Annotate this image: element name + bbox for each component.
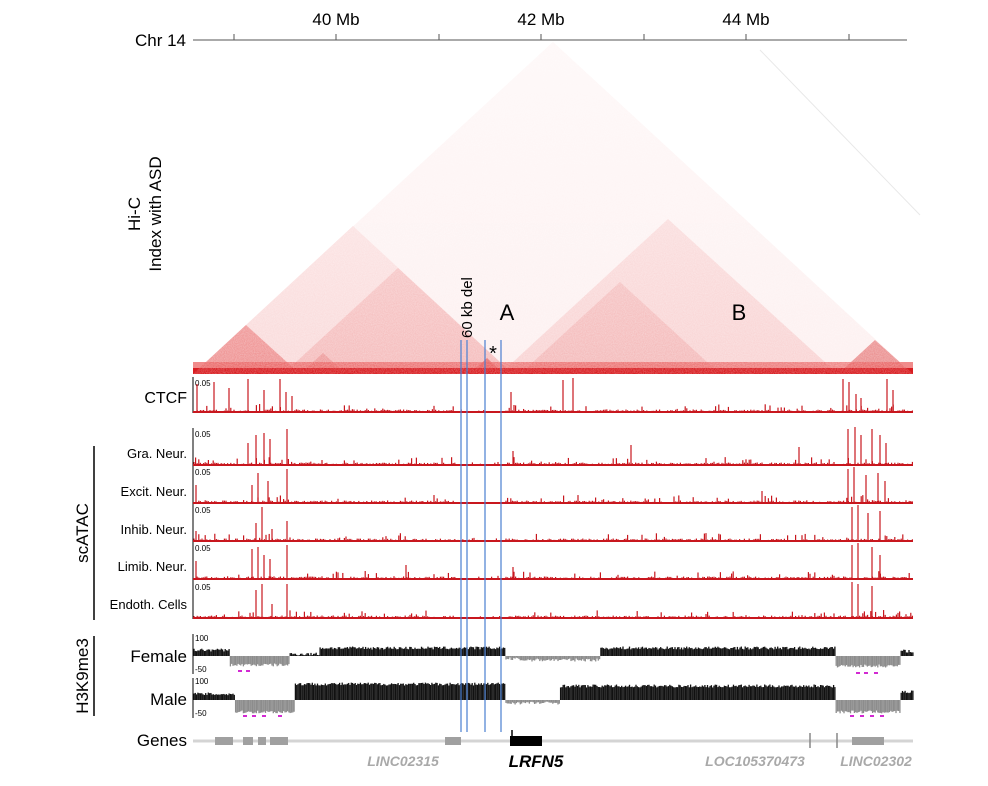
- h3k9me3-group: H3K9me3 Female Male 100 -50 100 -50: [73, 634, 914, 718]
- h3k9me3-track-label: Female: [130, 647, 187, 666]
- h3k9me3-group-label: H3K9me3: [73, 638, 92, 714]
- magenta-mark: [880, 715, 884, 717]
- chromosome-axis: Chr 14 40 Mb 42 Mb 44 Mb: [135, 10, 907, 50]
- hic-label: Hi-C Index with ASD: [125, 156, 165, 271]
- domain-a-label: A: [500, 300, 515, 325]
- h3k9me3-signal-male: [193, 682, 914, 717]
- h3k9me3-signal-female: [193, 646, 914, 674]
- scatac-scale: 0.05: [195, 506, 211, 515]
- genes-track: Genes LINC02315 LRFN5 LOC105370473 LINC0…: [137, 730, 913, 771]
- scatac-group: scATAC Gra. Neur. Excit. Neur. Inhib. Ne…: [73, 427, 914, 620]
- chromosome-label: Chr 14: [135, 31, 186, 50]
- magenta-mark: [874, 672, 878, 674]
- scatac-peaks: [193, 427, 914, 465]
- scatac-scale: 0.05: [195, 430, 211, 439]
- star-annotation: *: [489, 343, 497, 365]
- scatac-peaks: [193, 505, 914, 541]
- magenta-mark: [252, 715, 256, 717]
- scatac-track-label: Limib. Neur.: [118, 559, 187, 574]
- scatac-track-label: Inhib. Neur.: [121, 522, 188, 537]
- gene-name-lrfn5: LRFN5: [509, 752, 564, 771]
- magenta-mark: [870, 715, 874, 717]
- scatac-scale: 0.05: [195, 468, 211, 477]
- scatac-track-label: Endoth. Cells: [110, 597, 188, 612]
- genes-label: Genes: [137, 731, 187, 750]
- scatac-group-label: scATAC: [73, 503, 92, 563]
- scatac-scale: 0.05: [195, 544, 211, 553]
- h3k9me3-scale-top: 100: [195, 677, 209, 686]
- scatac-baselines: [193, 464, 913, 619]
- deletion-boundary-lines: [460, 340, 502, 732]
- gene-name: LOC105370473: [705, 753, 805, 769]
- h3k9me3-scale-top: 100: [195, 634, 209, 643]
- magenta-mark: [243, 715, 247, 717]
- h3k9me3-scale-bottom: -50: [195, 709, 207, 718]
- magenta-mark: [850, 715, 854, 717]
- magenta-mark: [278, 715, 282, 717]
- ctcf-label: CTCF: [144, 390, 187, 407]
- deletion-label: 60 kb del: [459, 277, 476, 338]
- axis-tick-label: 44 Mb: [722, 10, 769, 29]
- scatac-peaks: [193, 467, 914, 503]
- scatac-peaks: [193, 543, 914, 579]
- gene-name: LINC02315: [367, 753, 439, 769]
- ctcf-track: CTCF 0.05: [144, 377, 914, 413]
- axis-tick-label: 40 Mb: [312, 10, 359, 29]
- scatac-track-label: Excit. Neur.: [121, 484, 187, 499]
- scatac-track-label: Gra. Neur.: [127, 446, 187, 461]
- hic-heatmap: [193, 42, 921, 374]
- hic-label-line1: Hi-C: [125, 197, 144, 231]
- magenta-mark: [864, 672, 868, 674]
- domain-b-label: B: [732, 300, 747, 325]
- h3k9me3-scale-bottom: -50: [195, 665, 207, 674]
- axis-tick-label: 42 Mb: [517, 10, 564, 29]
- magenta-mark: [246, 670, 250, 672]
- scatac-peaks: [193, 582, 914, 618]
- magenta-mark: [238, 670, 242, 672]
- magenta-mark: [856, 672, 860, 674]
- gene-blocks: [215, 737, 884, 745]
- ctcf-scale: 0.05: [195, 379, 211, 388]
- hic-label-line2: Index with ASD: [146, 156, 165, 271]
- scatac-scale: 0.05: [195, 583, 211, 592]
- ctcf-peaks: [193, 378, 914, 412]
- gene-name: LINC02302: [840, 753, 912, 769]
- magenta-mark: [860, 715, 864, 717]
- magenta-mark: [262, 715, 266, 717]
- h3k9me3-track-label: Male: [150, 690, 187, 709]
- axis-minor-ticks: [233, 34, 850, 40]
- lrfn5-gene-block: [510, 736, 542, 746]
